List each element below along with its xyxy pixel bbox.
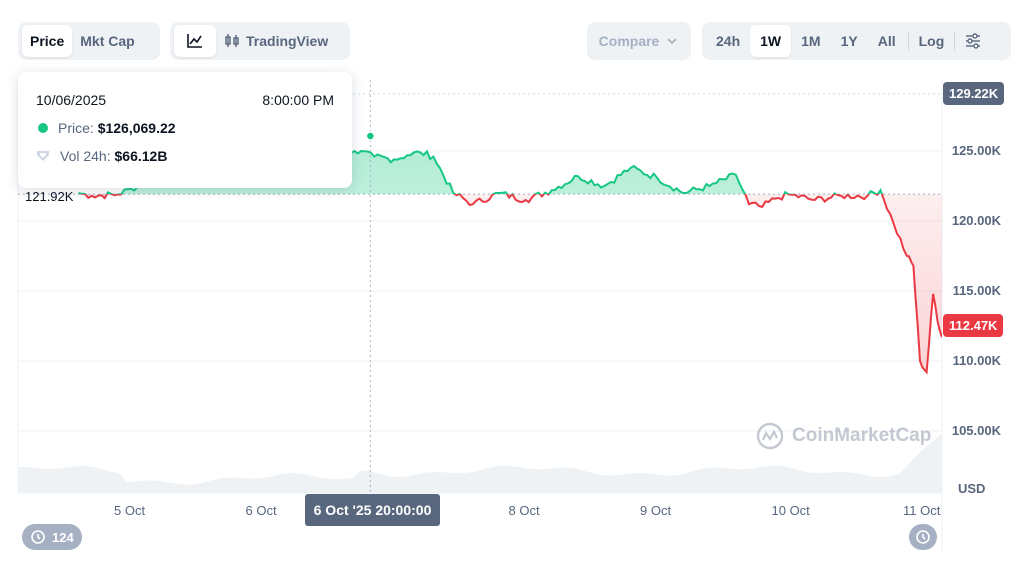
chevron-down-icon — [667, 38, 677, 45]
tooltip-date: 10/06/2025 — [36, 92, 107, 108]
price-dot-icon — [38, 123, 48, 133]
price-tooltip: 10/06/2025 8:00:00 PM Price: $126,069.22… — [18, 72, 352, 188]
settings-button[interactable] — [957, 25, 989, 57]
price-mktcap-toggle: Price Mkt Cap — [18, 22, 160, 60]
range-1m[interactable]: 1M — [801, 33, 821, 49]
y-tick-label: 125.00K — [951, 143, 1001, 158]
reset-time-button[interactable] — [909, 524, 937, 550]
history-count-button[interactable]: 124 — [22, 524, 82, 550]
y-tick-label: 115.00K — [952, 283, 1001, 298]
line-chart-icon — [187, 34, 202, 48]
tooltip-volume-value: $66.12B — [114, 148, 168, 164]
x-tick-label: 10 Oct — [771, 503, 810, 518]
divider — [954, 31, 956, 51]
time-reset-icon — [916, 530, 930, 544]
x-tick-label: 8 Oct — [508, 503, 540, 518]
divider — [907, 31, 909, 51]
coinmarketcap-watermark: CoinMarketCap — [756, 422, 931, 450]
chart-mode-toggle: TradingView — [170, 22, 350, 60]
range-selector: 24h 1W 1M 1Y All Log — [702, 22, 1011, 60]
current-price-tag: 112.47K — [943, 314, 1004, 337]
y-tick-label: 120.00K — [951, 213, 1001, 228]
x-tick-label: 11 Oct — [903, 503, 941, 518]
line-chart-button[interactable] — [174, 25, 216, 57]
coinmarketcap-logo-icon — [756, 422, 784, 450]
tooltip-price-value: $126,069.22 — [97, 120, 176, 136]
range-1w[interactable]: 1W — [750, 25, 792, 57]
history-clock-icon — [31, 530, 45, 544]
log-scale-button[interactable]: Log — [918, 33, 945, 49]
volume-area — [18, 433, 942, 493]
hover-point — [365, 131, 376, 141]
x-tick-label: 5 Oct — [114, 503, 146, 518]
tradingview-label: TradingView — [246, 33, 329, 49]
compare-dropdown[interactable]: Compare — [587, 22, 691, 60]
y-tick-label: 105.00K — [951, 423, 1001, 438]
candlestick-icon — [225, 34, 239, 47]
tradingview-button[interactable]: TradingView — [216, 25, 336, 57]
x-tick-label: 6 Oct — [245, 503, 277, 518]
crosshair-time-label: 6 Oct '25 20:00:00 — [305, 494, 440, 526]
watermark-text: CoinMarketCap — [792, 425, 932, 446]
x-tick-label: 9 Oct — [640, 503, 672, 518]
tab-price[interactable]: Price — [22, 25, 73, 57]
currency-label: USD — [958, 481, 986, 496]
volume-shield-icon — [37, 151, 49, 161]
history-count: 124 — [52, 529, 74, 545]
y-tick-label: 110.00K — [952, 353, 1001, 368]
range-all[interactable]: All — [877, 33, 896, 49]
compare-label: Compare — [598, 33, 660, 49]
reference-price-label: 121.92K — [25, 189, 74, 204]
tooltip-volume-label: Vol 24h: — [60, 148, 111, 164]
price-line-down — [78, 194, 942, 375]
sliders-icon — [966, 33, 981, 49]
range-1y[interactable]: 1Y — [840, 33, 858, 49]
max-price-tag: 129.22K — [943, 82, 1005, 105]
tab-mkt-cap[interactable]: Mkt Cap — [80, 33, 135, 49]
tooltip-time: 8:00:00 PM — [262, 92, 334, 108]
range-24h[interactable]: 24h — [716, 33, 741, 49]
tooltip-price-label: Price: — [58, 120, 94, 136]
